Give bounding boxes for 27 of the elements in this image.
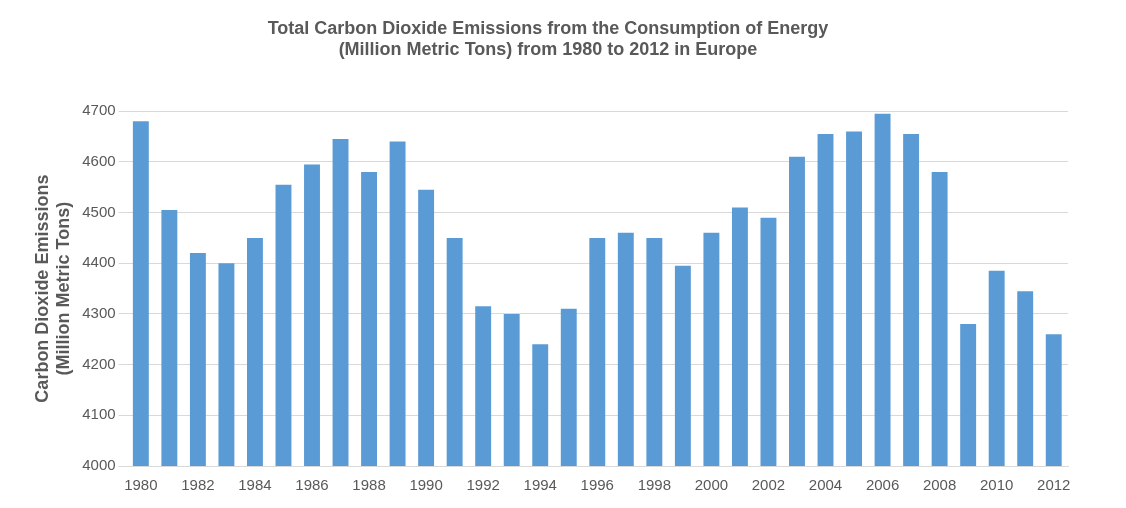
x-tick-label: 1992 bbox=[466, 476, 500, 494]
y-tick-label: 4400 bbox=[82, 253, 116, 271]
x-tick-label: 1998 bbox=[637, 476, 672, 494]
y-tick-label: 4300 bbox=[82, 304, 116, 322]
x-tick-label: 2002 bbox=[751, 476, 786, 494]
x-tick-label: 1984 bbox=[238, 476, 272, 494]
x-tick-label: 2010 bbox=[979, 476, 1014, 494]
x-tick-label: 1982 bbox=[181, 476, 215, 494]
x-tick-label: 2004 bbox=[808, 476, 843, 494]
x-tick-label: 1996 bbox=[580, 476, 614, 494]
y-tick-label: 4100 bbox=[82, 405, 116, 423]
y-tick-label: 4200 bbox=[82, 354, 116, 372]
x-tick-label: 2008 bbox=[922, 476, 957, 494]
y-axis-title: Carbon Dioxide Emissions (Million Metric Tons) bbox=[31, 174, 74, 403]
x-tick-label: 1990 bbox=[409, 476, 443, 494]
y-tick-label: 4500 bbox=[82, 202, 116, 220]
x-tick-label: 1980 bbox=[124, 476, 158, 494]
x-tick-label: 1986 bbox=[295, 476, 329, 494]
y-tick-label: 4600 bbox=[82, 152, 116, 170]
y-tick-label: 4700 bbox=[82, 101, 116, 119]
y-tick-label: 4000 bbox=[82, 456, 116, 474]
x-tick-label: 2006 bbox=[865, 476, 900, 494]
x-tick-label: 2000 bbox=[694, 476, 729, 494]
x-tick-label: 1988 bbox=[352, 476, 386, 494]
x-tick-label: 1994 bbox=[523, 476, 557, 494]
x-tick-label: 2012 bbox=[1037, 476, 1071, 494]
chart-title: Total Carbon Dioxide Emissions from the Consumption of Energy (Million Metric Tons) from 1980 to 2012 in Europe bbox=[267, 17, 829, 60]
